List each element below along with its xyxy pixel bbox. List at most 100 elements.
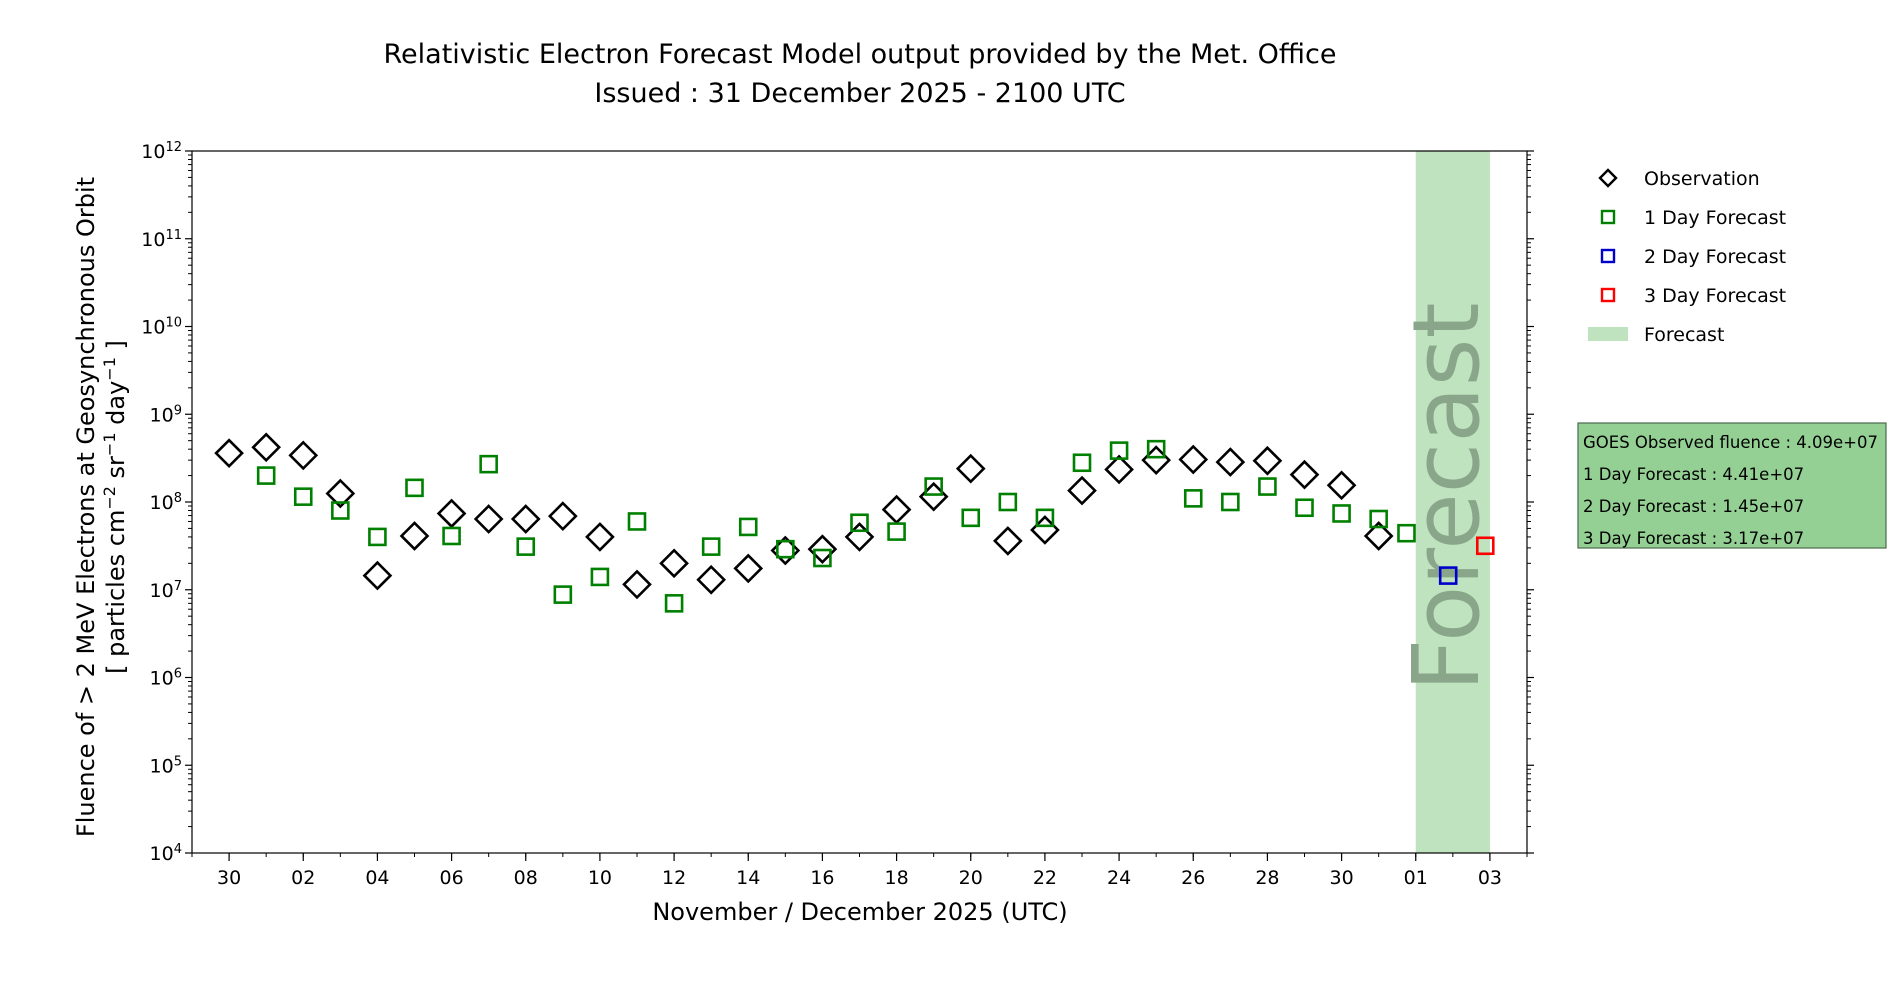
- y-tick-label: 1011: [141, 227, 182, 251]
- observation-point: [547, 501, 578, 531]
- chart-title: Relativistic Electron Forecast Model out…: [384, 39, 1337, 70]
- 1-day-forecast-point: [256, 466, 276, 485]
- x-tick-label: 22: [1033, 867, 1057, 889]
- info-box-line: 3 Day Forecast : 3.17e+07: [1583, 529, 1804, 548]
- observation-point: [325, 478, 356, 509]
- 1-day-forecast-point: [924, 477, 943, 496]
- observation-point: [1178, 444, 1209, 475]
- observation-point: [622, 569, 652, 600]
- 1-day-forecast-point: [1146, 439, 1166, 459]
- x-tick-label: 08: [514, 867, 538, 889]
- y-tick-label: 104: [150, 842, 182, 866]
- y-tick-label: 107: [150, 578, 182, 602]
- observation-point: [1215, 447, 1246, 477]
- x-tick-label: 18: [884, 867, 908, 889]
- observation-point: [214, 438, 244, 469]
- info-box-background: [1577, 422, 1887, 549]
- observation-point: [473, 504, 504, 534]
- chart-subtitle: Issued : 31 December 2025 - 2100 UTC: [594, 78, 1125, 109]
- observation-point: [1104, 454, 1134, 485]
- legend-3-day-forecast-label: 3 Day Forecast: [1644, 285, 1786, 307]
- observation-point: [399, 521, 430, 551]
- 1-day-forecast-point: [627, 512, 647, 531]
- x-tick-label: 30: [217, 867, 241, 889]
- 1-day-forecast-point: [1332, 504, 1351, 523]
- y-tick-label: 108: [150, 491, 182, 515]
- observation-point: [1363, 521, 1394, 551]
- x-tick-label: 30: [1329, 867, 1353, 889]
- 1-day-forecast-point: [701, 537, 721, 556]
- 3-day-forecast-point: [1475, 536, 1495, 556]
- legend-observation-label: Observation: [1644, 168, 1760, 190]
- x-tick-label: 03: [1478, 867, 1502, 889]
- 1-day-forecast-point: [331, 501, 350, 520]
- x-tick-label: 12: [662, 867, 686, 889]
- 1-day-forecast-point: [887, 522, 906, 541]
- x-tick-label: 26: [1181, 867, 1205, 889]
- observation-point: [1067, 475, 1097, 506]
- y-axis-label-line1: Fluence of > 2 MeV Electrons at Geosynch…: [72, 177, 100, 837]
- y-axis-units: [ particles cm−2 sr−1 day−1 ]: [100, 340, 131, 674]
- 1-day-forecast-point: [405, 478, 424, 498]
- observation-point: [659, 548, 689, 579]
- observation-point: [992, 526, 1023, 556]
- x-tick-label: 14: [736, 867, 760, 889]
- observation-point: [955, 453, 986, 484]
- observation-point: [807, 534, 838, 565]
- legend-forecast-label: Forecast: [1644, 324, 1724, 346]
- observation-point: [733, 553, 764, 584]
- 1-day-forecast-point: [961, 508, 981, 528]
- 1-day-forecast-point: [664, 594, 684, 613]
- x-tick-label: 16: [810, 867, 834, 889]
- 1-day-forecast-point: [813, 548, 832, 568]
- y-tick-label: 106: [150, 666, 182, 690]
- 1-day-forecast-point: [590, 567, 610, 587]
- info-box: GOES Observed fluence : 4.09e+07 1 Day Fo…: [1577, 422, 1887, 549]
- y-tick-label: 105: [150, 754, 182, 778]
- 1-day-forecast-point: [998, 492, 1018, 512]
- x-tick-label: 06: [439, 867, 463, 889]
- legend-observation-swatch: [1598, 168, 1618, 188]
- 1-day-forecast-point: [1035, 508, 1055, 528]
- x-axis-label: November / December 2025 (UTC): [652, 898, 1067, 926]
- legend-forecast-swatch: [1588, 327, 1628, 341]
- forecast-band: [1415, 151, 1490, 853]
- observation-point: [1252, 445, 1283, 476]
- 1-day-forecast-point: [1183, 489, 1203, 508]
- x-tick-label: 20: [959, 867, 983, 889]
- y-tick-label: 109: [150, 403, 182, 427]
- legend-2-day-forecast-label: 2 Day Forecast: [1644, 246, 1786, 268]
- 1-day-forecast-point: [1369, 509, 1388, 529]
- 1-day-forecast-point: [1397, 523, 1416, 543]
- 1-day-forecast-point: [738, 517, 758, 537]
- x-tick-label: 02: [291, 867, 315, 889]
- x-tick-label: 10: [588, 867, 612, 889]
- info-box-line: 2 Day Forecast : 1.45e+07: [1583, 497, 1804, 516]
- observation-point: [436, 498, 467, 529]
- observation-point: [1289, 459, 1320, 490]
- legend-3-day-forecast-swatch: [1600, 287, 1616, 303]
- 1-day-forecast-point: [516, 537, 536, 556]
- 1-day-forecast-point: [442, 526, 461, 546]
- observation-point: [585, 522, 615, 552]
- x-tick-label: 28: [1255, 867, 1279, 889]
- y-tick-label: 1010: [141, 315, 182, 339]
- 1-day-forecast-point: [553, 585, 573, 604]
- 1-day-forecast-point: [850, 513, 869, 533]
- legend-1-day-forecast-swatch: [1600, 209, 1616, 225]
- info-box-line: 1 Day Forecast : 4.41e+07: [1583, 465, 1804, 484]
- x-tick-label: 01: [1404, 867, 1428, 889]
- 1-day-forecast-point: [1221, 492, 1240, 512]
- y-axis-label: Fluence of > 2 MeV Electrons at Geosynch…: [72, 177, 100, 837]
- observation-point: [844, 522, 875, 552]
- observation-point: [288, 440, 319, 471]
- observation-point: [251, 432, 282, 463]
- 1-day-forecast-point: [479, 454, 498, 474]
- observation-point: [696, 564, 727, 595]
- x-tick-label: 24: [1107, 867, 1131, 889]
- legend-1-day-forecast-label: 1 Day Forecast: [1644, 207, 1786, 229]
- plot-area: Forecast10410510610710810910101011101230…: [141, 140, 1534, 889]
- info-box-line: GOES Observed fluence : 4.09e+07: [1583, 433, 1878, 452]
